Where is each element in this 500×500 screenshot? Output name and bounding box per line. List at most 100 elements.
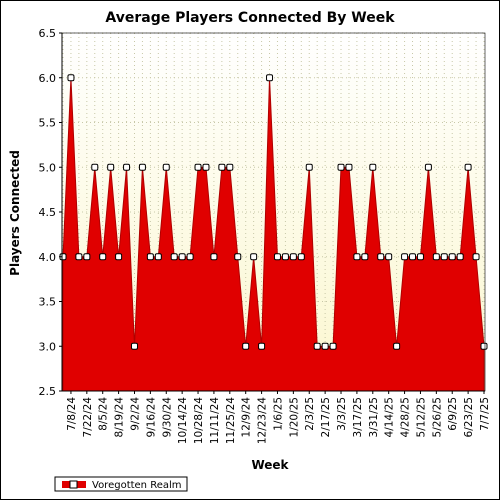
legend-box — [54, 476, 188, 492]
x-tick-label: 2/17/25 — [320, 397, 332, 437]
x-tick-label: 9/16/24 — [145, 397, 157, 438]
y-tick-label: 3.0 — [39, 340, 57, 353]
data-point — [480, 342, 488, 350]
y-tick-label: 5.5 — [39, 117, 57, 130]
y-axis-title: Players Connected — [8, 150, 22, 276]
data-point — [83, 253, 91, 261]
data-point — [289, 253, 297, 261]
data-point — [472, 253, 480, 261]
data-point — [210, 253, 218, 261]
data-point — [146, 253, 154, 261]
data-point — [432, 253, 440, 261]
data-point — [226, 163, 234, 171]
x-tick-label: 11/25/24 — [225, 397, 237, 444]
data-point — [337, 163, 345, 171]
data-point — [250, 253, 258, 261]
data-point — [178, 253, 186, 261]
data-point — [456, 253, 464, 261]
x-tick-label: 3/17/25 — [352, 397, 364, 437]
x-tick-label: 11/11/24 — [209, 397, 221, 444]
x-tick-label: 1/20/25 — [288, 397, 300, 437]
data-point — [448, 253, 456, 261]
x-tick-label: 3/31/25 — [368, 397, 380, 437]
data-point — [266, 74, 274, 82]
y-tick-label: 2.5 — [39, 385, 57, 398]
legend: Voregotten Realm — [54, 476, 188, 492]
data-point — [91, 163, 99, 171]
data-point — [409, 253, 417, 261]
data-point — [162, 163, 170, 171]
y-tick-label: 4.5 — [39, 206, 57, 219]
x-tick-label: 10/14/24 — [177, 397, 189, 444]
data-point — [464, 163, 472, 171]
y-tick-label: 3.5 — [39, 296, 57, 309]
data-point — [138, 163, 146, 171]
data-point — [361, 253, 369, 261]
data-point — [416, 253, 424, 261]
data-point — [297, 253, 305, 261]
data-point — [305, 163, 313, 171]
data-point — [329, 342, 337, 350]
data-point — [440, 253, 448, 261]
data-point — [107, 163, 115, 171]
x-tick-label: 12/9/24 — [241, 397, 253, 438]
y-tick-label: 6.5 — [39, 27, 57, 40]
data-point — [424, 163, 432, 171]
data-point — [75, 253, 83, 261]
data-point — [242, 342, 250, 350]
data-point — [369, 163, 377, 171]
x-tick-label: 1/6/25 — [272, 397, 284, 431]
data-point — [130, 342, 138, 350]
x-axis-title: Week — [251, 458, 289, 472]
data-point — [353, 253, 361, 261]
data-point — [186, 253, 194, 261]
y-tick-label: 5.0 — [39, 161, 57, 174]
x-tick-label: 12/23/24 — [257, 397, 269, 444]
x-tick-label: 8/19/24 — [114, 397, 126, 438]
series-markers — [59, 74, 488, 350]
x-tick-label: 9/2/24 — [129, 397, 141, 431]
data-point — [115, 253, 123, 261]
data-point — [170, 253, 178, 261]
data-point — [123, 163, 131, 171]
x-tick-label: 7/22/24 — [82, 397, 94, 438]
data-point — [401, 253, 409, 261]
data-point — [218, 163, 226, 171]
x-tick-label: 7/8/24 — [66, 397, 78, 431]
x-tick-label: 2/3/25 — [304, 397, 316, 431]
x-tick-label: 9/30/24 — [161, 397, 173, 438]
data-point — [321, 342, 329, 350]
legend-label: Voregotten Realm — [92, 480, 182, 491]
data-point — [234, 253, 242, 261]
x-tick-label: 8/5/24 — [98, 397, 110, 431]
x-tick-label: 10/28/24 — [193, 397, 205, 444]
x-tick-label: 6/9/25 — [447, 397, 459, 431]
data-point — [345, 163, 353, 171]
data-point — [281, 253, 289, 261]
x-tick-label: 3/3/25 — [336, 397, 348, 431]
data-point — [377, 253, 385, 261]
x-tick-labels: 7/8/24 7/22/24 8/5/24 8/19/24 9/2/24 9/16/24 9… — [66, 391, 491, 444]
data-point — [202, 163, 210, 171]
data-point — [154, 253, 162, 261]
data-point — [313, 342, 321, 350]
y-tick-label: 4.0 — [39, 251, 57, 264]
x-tick-label: 4/28/25 — [400, 397, 412, 437]
data-point — [194, 163, 202, 171]
data-point — [67, 74, 75, 82]
data-point — [273, 253, 281, 261]
data-point — [385, 253, 393, 261]
data-point — [258, 342, 266, 350]
x-tick-label: 6/23/25 — [463, 397, 475, 437]
x-tick-label: 4/14/25 — [384, 397, 396, 437]
x-tick-label: 5/12/25 — [415, 397, 427, 437]
data-point — [99, 253, 107, 261]
chart-title: Average Players Connected By Week — [105, 10, 395, 26]
data-point — [393, 342, 401, 350]
x-tick-label: 7/7/25 — [479, 397, 491, 431]
y-tick-labels: 2.5 3.0 3.5 4.0 4.5 5.0 5.5 6.0 6.5 — [39, 27, 62, 398]
y-tick-label: 6.0 — [39, 72, 57, 85]
legend-marker — [69, 480, 78, 489]
x-tick-label: 5/26/25 — [431, 397, 443, 437]
